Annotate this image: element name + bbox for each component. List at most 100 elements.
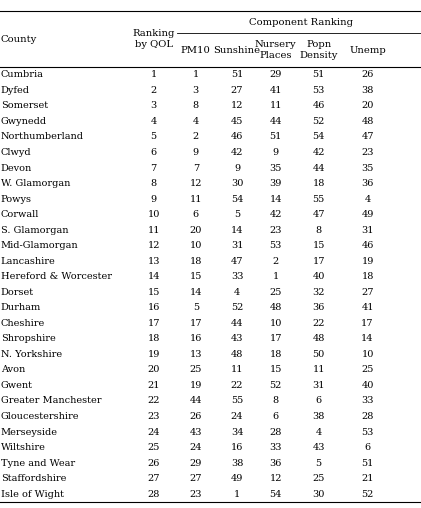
- Text: 48: 48: [231, 350, 243, 359]
- Text: 15: 15: [312, 241, 325, 250]
- Text: 35: 35: [269, 164, 282, 173]
- Text: 1: 1: [234, 490, 240, 499]
- Text: 42: 42: [231, 148, 243, 157]
- Text: 46: 46: [231, 133, 243, 141]
- Text: 12: 12: [269, 474, 282, 483]
- Text: 6: 6: [193, 210, 199, 219]
- Text: 16: 16: [189, 334, 202, 343]
- Text: 27: 27: [189, 474, 202, 483]
- Text: Gloucestershire: Gloucestershire: [1, 412, 79, 421]
- Text: Clwyd: Clwyd: [1, 148, 32, 157]
- Text: 17: 17: [361, 319, 374, 328]
- Text: 5: 5: [234, 210, 240, 219]
- Text: Shropshire: Shropshire: [1, 334, 56, 343]
- Text: 28: 28: [361, 412, 374, 421]
- Text: 39: 39: [269, 179, 282, 188]
- Text: 51: 51: [312, 70, 325, 79]
- Text: Greater Manchester: Greater Manchester: [1, 396, 101, 405]
- Text: 12: 12: [147, 241, 160, 250]
- Text: 16: 16: [147, 303, 160, 312]
- Text: 31: 31: [231, 241, 243, 250]
- Text: 16: 16: [231, 443, 243, 452]
- Text: 40: 40: [361, 381, 374, 390]
- Text: 51: 51: [361, 459, 374, 467]
- Text: Powys: Powys: [1, 195, 32, 204]
- Text: 14: 14: [147, 272, 160, 281]
- Text: 6: 6: [273, 412, 279, 421]
- Text: 17: 17: [147, 319, 160, 328]
- Text: 38: 38: [231, 459, 243, 467]
- Text: 17: 17: [312, 257, 325, 266]
- Text: 8: 8: [273, 396, 279, 405]
- Text: 11: 11: [147, 226, 160, 235]
- Text: 6: 6: [316, 396, 322, 405]
- Text: 45: 45: [231, 117, 243, 126]
- Text: 53: 53: [361, 428, 374, 436]
- Text: 14: 14: [231, 226, 243, 235]
- Text: 25: 25: [312, 474, 325, 483]
- Text: 22: 22: [312, 319, 325, 328]
- Text: 15: 15: [269, 365, 282, 374]
- Text: 47: 47: [231, 257, 243, 266]
- Text: 5: 5: [193, 303, 199, 312]
- Text: 17: 17: [189, 319, 202, 328]
- Text: 26: 26: [189, 412, 202, 421]
- Text: 26: 26: [147, 459, 160, 467]
- Text: S. Glamorgan: S. Glamorgan: [1, 226, 68, 235]
- Text: Isle of Wight: Isle of Wight: [1, 490, 64, 499]
- Text: 5: 5: [151, 133, 157, 141]
- Text: 20: 20: [189, 226, 202, 235]
- Text: 4: 4: [193, 117, 199, 126]
- Text: 30: 30: [312, 490, 325, 499]
- Text: Sunshine: Sunshine: [213, 46, 261, 54]
- Text: Tyne and Wear: Tyne and Wear: [1, 459, 75, 467]
- Text: 11: 11: [312, 365, 325, 374]
- Text: 53: 53: [269, 241, 282, 250]
- Text: 13: 13: [189, 350, 202, 359]
- Text: 4: 4: [316, 428, 322, 436]
- Text: 6: 6: [151, 148, 157, 157]
- Text: 27: 27: [231, 86, 243, 95]
- Text: 52: 52: [231, 303, 243, 312]
- Text: 42: 42: [269, 210, 282, 219]
- Text: 18: 18: [361, 272, 374, 281]
- Text: 19: 19: [361, 257, 374, 266]
- Text: 19: 19: [189, 381, 202, 390]
- Text: 8: 8: [151, 179, 157, 188]
- Text: 23: 23: [189, 490, 202, 499]
- Text: 17: 17: [269, 334, 282, 343]
- Text: Hereford & Worcester: Hereford & Worcester: [1, 272, 112, 281]
- Text: 29: 29: [189, 459, 202, 467]
- Text: 12: 12: [189, 179, 202, 188]
- Text: 31: 31: [361, 226, 374, 235]
- Text: 36: 36: [312, 303, 325, 312]
- Text: 48: 48: [269, 303, 282, 312]
- Text: 44: 44: [231, 319, 243, 328]
- Text: 24: 24: [231, 412, 243, 421]
- Text: 49: 49: [231, 474, 243, 483]
- Text: Unemp: Unemp: [349, 46, 386, 54]
- Text: 22: 22: [147, 396, 160, 405]
- Text: 54: 54: [231, 195, 243, 204]
- Text: 10: 10: [269, 319, 282, 328]
- Text: 33: 33: [231, 272, 243, 281]
- Text: 2: 2: [151, 86, 157, 95]
- Text: 11: 11: [231, 365, 243, 374]
- Text: Mid-Glamorgan: Mid-Glamorgan: [1, 241, 78, 250]
- Text: 54: 54: [312, 133, 325, 141]
- Text: Somerset: Somerset: [1, 102, 48, 110]
- Text: 21: 21: [147, 381, 160, 390]
- Text: 51: 51: [269, 133, 282, 141]
- Text: 18: 18: [269, 350, 282, 359]
- Text: 43: 43: [189, 428, 202, 436]
- Text: Dorset: Dorset: [1, 288, 34, 297]
- Text: 33: 33: [361, 396, 374, 405]
- Text: Durham: Durham: [1, 303, 41, 312]
- Text: W. Glamorgan: W. Glamorgan: [1, 179, 70, 188]
- Text: 3: 3: [151, 102, 157, 110]
- Text: 20: 20: [361, 102, 374, 110]
- Text: N. Yorkshire: N. Yorkshire: [1, 350, 62, 359]
- Text: 55: 55: [231, 396, 243, 405]
- Text: 4: 4: [234, 288, 240, 297]
- Text: 25: 25: [189, 365, 202, 374]
